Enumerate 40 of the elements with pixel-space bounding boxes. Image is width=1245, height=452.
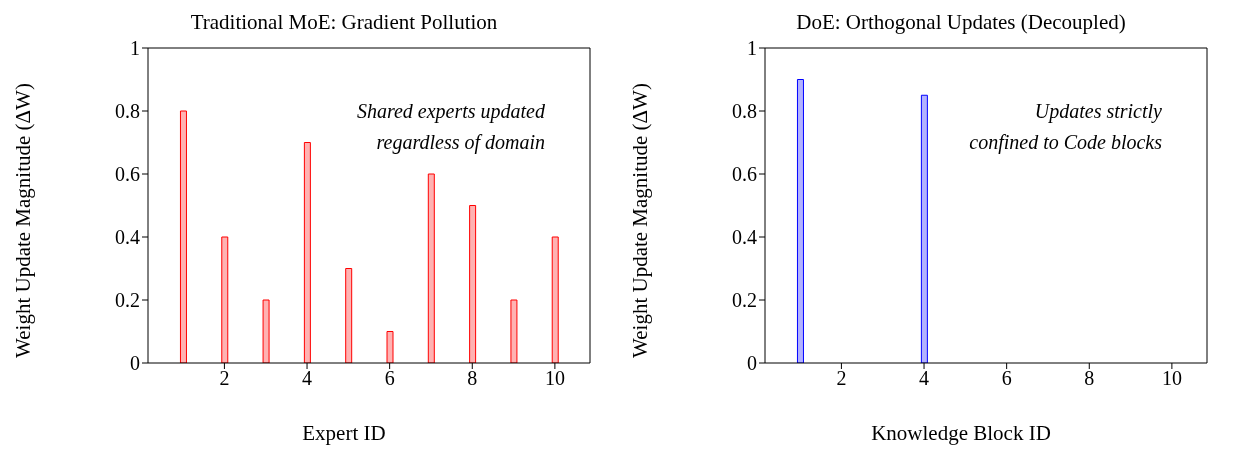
y-tick-label: 0.8 [115, 100, 140, 123]
y-tick-label: 1 [747, 37, 757, 60]
y-axis-title: Weight Update Magnitude (ΔW) [627, 83, 653, 358]
bar [262, 299, 270, 363]
y-tick-label: 0 [130, 352, 140, 375]
bar [386, 331, 394, 363]
y-tick-label: 0.2 [115, 289, 140, 312]
y-axis-title: Weight Update Magnitude (ΔW) [10, 83, 36, 358]
bar [303, 142, 311, 363]
x-axis-title: Knowledge Block ID [870, 421, 1052, 446]
y-tick-label: 0.8 [732, 100, 757, 123]
x-tick-label: 4 [919, 367, 930, 390]
bar [179, 110, 187, 363]
x-tick-label: 6 [384, 367, 395, 390]
bar [469, 205, 477, 363]
x-tick-label: 10 [1161, 367, 1182, 390]
x-tick-label: 8 [467, 367, 478, 390]
y-tick-label: 0.6 [732, 163, 757, 186]
y-tick-label: 0 [747, 352, 757, 375]
annotation: Updates strictly confined to Code blocks [969, 99, 1162, 156]
x-tick-label: 8 [1084, 367, 1095, 390]
x-tick-label: 2 [219, 367, 230, 390]
y-tick-label: 0.2 [732, 289, 757, 312]
bar [221, 236, 229, 363]
x-tick-label: 6 [1001, 367, 1012, 390]
x-axis-title: Expert ID [301, 421, 387, 446]
bar [510, 299, 518, 363]
chart-title: DoE: Orthogonal Updates (Decoupled) [795, 10, 1127, 35]
y-tick-label: 1 [130, 37, 140, 60]
x-tick-label: 4 [302, 367, 313, 390]
y-tick-label: 0.4 [732, 226, 757, 249]
y-tick-label: 0.6 [115, 163, 140, 186]
x-tick-label: 10 [544, 367, 565, 390]
bar [427, 173, 435, 363]
bar [345, 268, 353, 363]
x-tick-label: 2 [836, 367, 847, 390]
y-tick-label: 0.4 [115, 226, 140, 249]
bar [551, 236, 559, 363]
annotation: Shared experts updated regardless of domain [356, 99, 545, 156]
chart-title: Traditional MoE: Gradient Pollution [189, 10, 499, 35]
